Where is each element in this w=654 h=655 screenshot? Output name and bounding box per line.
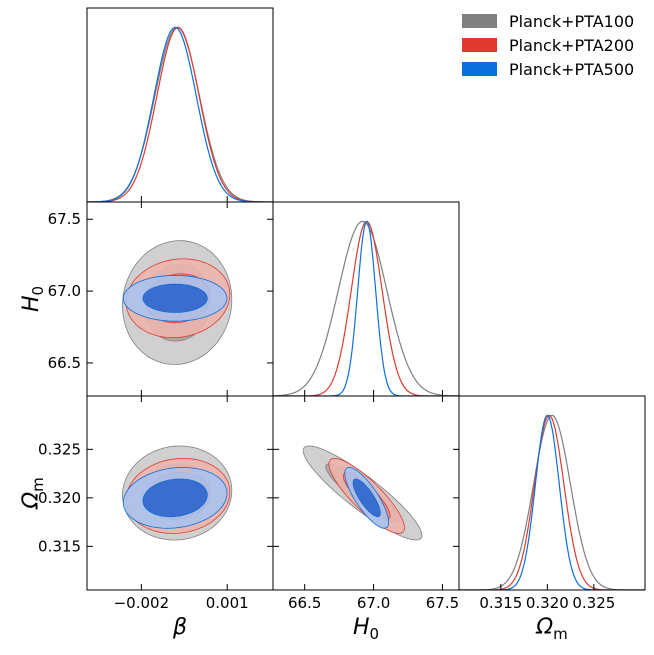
marginal-curve-H0-1	[273, 220, 459, 396]
y-tick-label-H0-2: 67.5	[48, 210, 81, 228]
contour-68-Om-beta-3	[142, 478, 208, 518]
y-tick-label-Om-2: 0.325	[38, 440, 81, 458]
y-axis-label-H0: H0	[19, 286, 47, 312]
legend-swatch-3	[462, 62, 497, 76]
panel-Om-H0: 66.5 67.0 67.5	[272, 395, 460, 612]
x-axis-label-Om: Ωm	[535, 615, 567, 643]
marginal-curve-Om-2	[459, 414, 645, 590]
panel-content	[273, 220, 459, 396]
panel-frame	[272, 201, 460, 397]
x-tick-label-beta-1: 0.001	[206, 594, 249, 612]
x-tick-label-Om-0: 0.315	[479, 594, 522, 612]
contour-68-H0-beta-3	[142, 283, 208, 313]
y-tick-label-Om-0: 0.315	[38, 537, 81, 555]
panel-H0-beta: 66.5 67.0 67.5	[48, 201, 274, 397]
panel-frame	[86, 7, 274, 203]
legend-label-1: Planck+PTA100	[509, 12, 634, 31]
legend-label-3: Planck+PTA500	[509, 60, 634, 79]
marginal-curve-H0-2	[273, 220, 459, 396]
panel-content	[122, 445, 233, 541]
marginal-curve-beta-1	[87, 26, 273, 202]
panel-Om-beta: −0.002 0.001 0.315 0.320 0.325	[38, 395, 274, 612]
y-tick-label-Om-1: 0.320	[38, 489, 81, 507]
legend: Planck+PTA100 Planck+PTA200 Planck+PTA500	[462, 12, 634, 79]
legend-label-2: Planck+PTA200	[509, 36, 634, 55]
marginal-curve-Om-1	[459, 414, 645, 590]
panel-frame	[458, 395, 646, 591]
y-tick-label-H0-1: 67.0	[48, 282, 81, 300]
legend-swatch-1	[462, 14, 497, 28]
panel-Om-Om: 0.315 0.320 0.325	[458, 395, 646, 612]
x-axis-label-H0: H0	[353, 615, 379, 643]
x-tick-label-H0-0: 66.5	[288, 594, 321, 612]
contour-68-Om-H0-3	[352, 478, 381, 518]
panel-beta-beta	[86, 7, 274, 203]
panel-content	[459, 414, 645, 590]
legend-swatch-2	[462, 38, 497, 52]
x-tick-label-Om-1: 0.320	[526, 594, 569, 612]
marginal-curve-beta-2	[87, 26, 273, 202]
x-tick-label-Om-2: 0.325	[572, 594, 615, 612]
marginal-curve-beta-3	[87, 26, 273, 202]
x-tick-label-H0-2: 67.5	[426, 594, 459, 612]
x-tick-label-H0-1: 67.0	[357, 594, 390, 612]
y-axis-label-Om: Ωm	[19, 477, 47, 509]
marginal-curve-Om-3	[459, 414, 645, 590]
x-tick-label-beta-0: −0.002	[114, 594, 170, 612]
marginal-curve-H0-3	[273, 220, 459, 396]
panel-content	[302, 445, 423, 541]
panel-content	[122, 240, 233, 365]
panel-H0-H0	[272, 201, 460, 397]
x-axis-label-beta: β	[172, 615, 187, 640]
y-tick-label-H0-0: 66.5	[48, 354, 81, 372]
panel-content	[87, 26, 273, 202]
